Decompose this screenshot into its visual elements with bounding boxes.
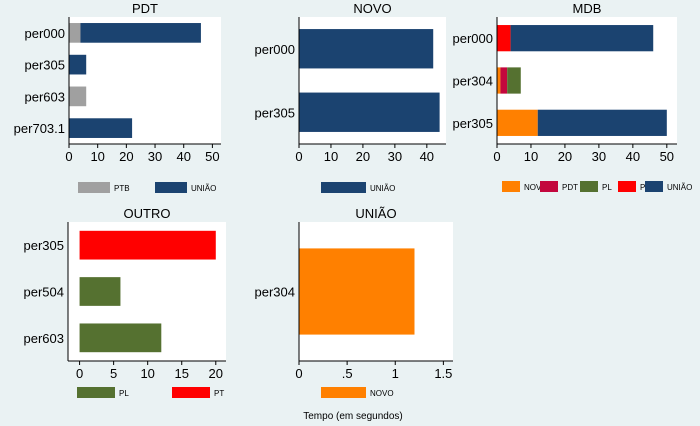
legend-swatch-união [321, 182, 366, 193]
x-tick-label: 40 [420, 149, 434, 164]
legend-label: UNIÃO [191, 184, 216, 193]
x-tick-label: 0 [295, 149, 302, 164]
x-tick-label: 1 [392, 366, 399, 381]
panel-união: UNIÃO per304 0 .5 1 1.5 NOVO [255, 206, 453, 398]
legend-swatch-ptb [78, 182, 110, 193]
category-label: per304 [255, 285, 295, 300]
x-tick-label: .5 [342, 366, 353, 381]
x-tick-label: 1.5 [434, 366, 452, 381]
legend-label: PL [119, 389, 129, 398]
x-tick-label: 20 [209, 366, 223, 381]
x-tick-label: 20 [356, 149, 370, 164]
x-tick-label: 10 [524, 149, 538, 164]
legend-swatch-novo [321, 387, 366, 398]
x-tick-label: 20 [558, 149, 572, 164]
panel-novo: NOVO per000 per305 0 10 20 30 40 UNIÃO [255, 1, 446, 193]
legend-label: PT [214, 389, 224, 398]
legend-swatch-pdt [540, 181, 558, 192]
panel-outro: OUTRO per305 per504 per603 0 5 10 15 20 PL PT [24, 206, 226, 398]
x-tick-label: 10 [324, 149, 338, 164]
x-tick-label: 0 [76, 366, 83, 381]
bar-per304-novo [497, 67, 501, 94]
bar-per305-novo [497, 109, 538, 136]
bar-per703.1-união [69, 118, 133, 138]
legend-label: PDT [562, 183, 578, 192]
legend-swatch-pt [618, 181, 636, 192]
x-tick-label: 50 [660, 149, 674, 164]
panel-title: NOVO [353, 1, 391, 16]
bar-per305-união [299, 92, 440, 132]
bar-per305-união [69, 54, 87, 75]
bar-per000-ptb [69, 23, 81, 43]
legend-label: UNIÃO [370, 184, 395, 193]
category-label: per000 [453, 31, 493, 46]
x-tick-label: 50 [205, 149, 219, 164]
legend-label: PL [602, 183, 612, 192]
category-label: per305 [255, 105, 295, 120]
category-label: per305 [24, 238, 64, 253]
bar-per000-pt [497, 25, 511, 52]
panel-pdt: PDT per000 per305 per603 per703.10 10 20 30 40 50… [14, 1, 221, 193]
panel-title: MDB [573, 1, 602, 16]
category-label: per305 [453, 116, 493, 131]
x-tick-label: 5 [110, 366, 117, 381]
legend-label: NOVO [370, 389, 394, 398]
bar-per304-pl [507, 67, 521, 94]
legend-swatch-pl [580, 181, 598, 192]
x-tick-label: 10 [140, 366, 154, 381]
legend-swatch-pl [77, 387, 115, 398]
bar-per304-novo [299, 248, 415, 335]
x-tick-label: 30 [148, 149, 162, 164]
bar-per304-pdt [500, 67, 508, 94]
legend-swatch-união [155, 182, 187, 193]
category-label: per305 [25, 58, 65, 73]
x-tick-label: 20 [119, 149, 133, 164]
x-tick-label: 40 [626, 149, 640, 164]
x-tick-label: 0 [65, 149, 72, 164]
x-tick-label: 0 [493, 149, 500, 164]
bar-per000-união [510, 25, 654, 52]
category-label: per304 [453, 74, 493, 89]
category-label: per000 [255, 42, 295, 57]
panel-title: UNIÃO [355, 206, 396, 221]
category-label: per504 [24, 285, 64, 300]
x-tick-label: 0 [295, 366, 302, 381]
panel-title: PDT [132, 1, 158, 16]
category-label: per603 [24, 331, 64, 346]
bar-per305-união [537, 109, 667, 136]
bar-per603-pl [79, 323, 162, 353]
bar-per305-pt [79, 230, 216, 260]
x-axis-label: Tempo (em segundos) [303, 411, 403, 422]
x-tick-label: 40 [176, 149, 190, 164]
x-tick-label: 15 [174, 366, 188, 381]
x-tick-label: 10 [90, 149, 104, 164]
legend-label: UNIÃO [667, 183, 692, 192]
category-label: per000 [25, 26, 65, 41]
category-label: per603 [25, 89, 65, 104]
bar-per000-união [80, 23, 201, 43]
legend-swatch-pt [172, 387, 210, 398]
legend-label: NOVO [524, 183, 548, 192]
panel-mdb: MDB per000 per304 per305 0 10 20 30 40 50 NOVO PDT P… [453, 1, 692, 192]
x-tick-label: 30 [592, 149, 606, 164]
bar-per603-ptb [69, 86, 87, 107]
legend-swatch-novo [502, 181, 520, 192]
panel-title: OUTRO [124, 206, 171, 221]
bar-per000-união [299, 29, 434, 69]
category-label: per703.1 [14, 121, 65, 136]
x-tick-label: 30 [388, 149, 402, 164]
legend-label: PTB [114, 184, 130, 193]
bar-per504-pl [79, 277, 121, 306]
legend-swatch-união [645, 181, 663, 192]
